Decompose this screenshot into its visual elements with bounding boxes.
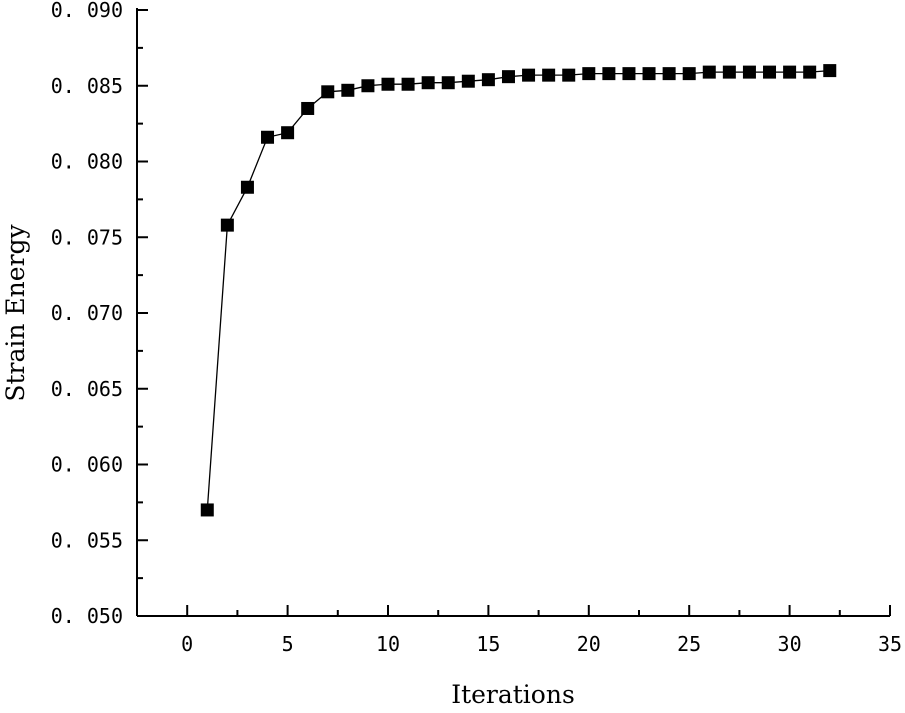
x-tick-label: 15: [476, 632, 500, 656]
data-point-marker: [803, 65, 817, 79]
data-point-marker: [341, 83, 355, 97]
data-point-marker: [542, 68, 556, 82]
data-point-marker: [200, 503, 214, 517]
data-point-marker: [381, 77, 395, 91]
x-tick-label: 10: [376, 632, 400, 656]
data-point-marker: [722, 65, 736, 79]
x-tick-label: 5: [282, 632, 294, 656]
y-axis-title: Strain Energy: [1, 223, 30, 401]
y-tick-label: 0. 080: [51, 150, 123, 174]
data-point-marker: [823, 64, 837, 78]
data-point-marker: [220, 218, 234, 232]
data-point-marker: [321, 85, 335, 99]
x-axis-title: Iterations: [451, 680, 575, 708]
data-point-marker: [281, 126, 295, 140]
y-tick-label: 0. 090: [51, 0, 123, 22]
x-tick-label: 30: [778, 632, 802, 656]
x-tick-label: 25: [677, 632, 701, 656]
data-point-marker: [301, 101, 315, 115]
y-tick-label: 0. 065: [51, 377, 123, 401]
data-point-marker: [240, 180, 254, 194]
data-point-marker: [481, 73, 495, 87]
data-point-marker: [642, 67, 656, 81]
data-point-marker: [602, 67, 616, 81]
data-point-marker: [582, 67, 596, 81]
data-point-marker: [461, 74, 475, 88]
data-point-marker: [622, 67, 636, 81]
series-line: [206, 69, 830, 510]
y-tick-label: 0. 060: [51, 453, 123, 477]
data-point-marker: [522, 68, 536, 82]
data-point-marker: [662, 67, 676, 81]
data-point-marker: [441, 76, 455, 90]
data-point-marker: [501, 70, 515, 84]
data-point-marker: [702, 65, 716, 79]
tick-labels: 0. 050 0. 055 0. 060 0. 065 0. 070 0. 075 0. 0…: [51, 0, 902, 656]
data-point-marker: [682, 67, 696, 81]
axes: [136, 8, 891, 617]
y-tick-label: 0. 055: [51, 528, 123, 552]
data-point-marker: [421, 76, 435, 90]
data-point-marker: [562, 68, 576, 82]
y-tick-label: 0. 085: [51, 74, 123, 98]
data-point-marker: [261, 130, 275, 144]
y-tick-label: 0. 070: [51, 301, 123, 325]
data-point-marker: [783, 65, 797, 79]
x-tick-label: 35: [878, 632, 902, 656]
y-tick-label: 0. 050: [51, 604, 123, 628]
x-tick-label: 20: [577, 632, 601, 656]
series-markers: [200, 64, 837, 517]
data-point-marker: [742, 65, 756, 79]
data-point-marker: [401, 77, 415, 91]
x-tick-label: 0: [181, 632, 193, 656]
data-point-marker: [361, 79, 375, 93]
series-line-group: [206, 69, 830, 510]
data-point-marker: [763, 65, 777, 79]
y-tick-label: 0. 075: [51, 225, 123, 249]
